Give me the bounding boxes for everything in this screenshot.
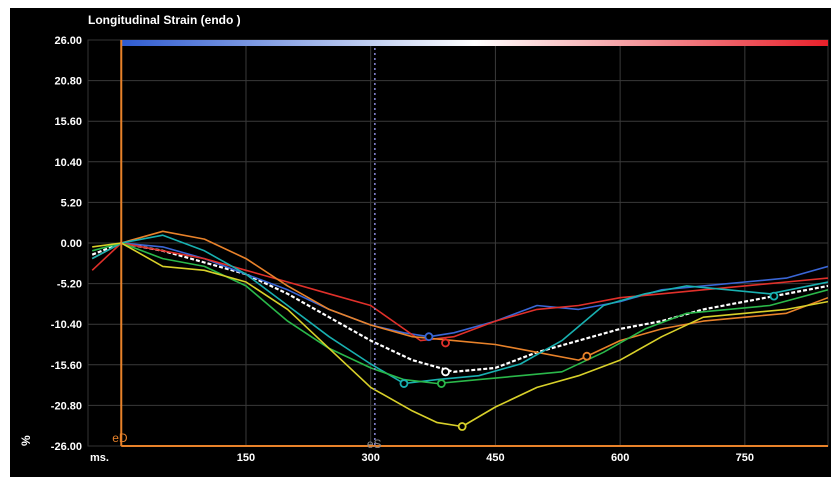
y-tick-label: 20.80 bbox=[54, 76, 82, 88]
es-marker-label: eS bbox=[367, 437, 382, 451]
peak-point bbox=[441, 367, 450, 377]
x-tick-labels: 150 300 450 600 750 bbox=[237, 452, 754, 464]
chart-title: Longitudinal Strain (endo ) bbox=[88, 13, 241, 27]
event-markers: eD eS bbox=[112, 40, 828, 451]
x-tick-label: 150 bbox=[237, 452, 255, 464]
series-line-5 bbox=[91, 234, 828, 385]
x-axis-label: ms. bbox=[90, 452, 109, 464]
y-tick-labels: 26.00 20.80 15.60 10.40 5.20 0.00 -5.20 -10.40 -… bbox=[51, 35, 82, 453]
series-line-4 bbox=[91, 230, 828, 361]
y-tick-label: -26.00 bbox=[51, 441, 82, 453]
x-tick-label: 450 bbox=[486, 452, 504, 464]
peak-markers bbox=[399, 291, 779, 431]
y-tick-label: 5.20 bbox=[61, 197, 82, 209]
y-tick-label: 15.60 bbox=[54, 116, 82, 128]
grid-layer bbox=[88, 40, 828, 446]
y-tick-label: 26.00 bbox=[54, 35, 82, 47]
series-line-1 bbox=[91, 241, 828, 373]
peak-point bbox=[582, 351, 592, 361]
peak-point bbox=[457, 422, 467, 431]
peak-point bbox=[441, 338, 450, 348]
peak-point bbox=[436, 379, 446, 388]
colorbar bbox=[121, 40, 829, 46]
y-tick-label: 0.00 bbox=[61, 238, 82, 250]
x-tick-label: 300 bbox=[362, 452, 380, 464]
y-tick-label: -10.40 bbox=[51, 319, 82, 331]
peak-point bbox=[769, 291, 779, 301]
x-tick-label: 750 bbox=[736, 452, 754, 464]
x-tick-label: 600 bbox=[611, 452, 629, 464]
peak-point bbox=[399, 379, 409, 388]
y-tick-label: -20.80 bbox=[51, 400, 82, 412]
y-axis-label: % bbox=[19, 435, 33, 446]
peak-point bbox=[424, 332, 434, 342]
y-tick-label: -5.20 bbox=[57, 279, 82, 291]
ed-marker-label: eD bbox=[112, 431, 128, 445]
y-tick-label: 10.40 bbox=[54, 157, 82, 169]
series-line-7 bbox=[92, 242, 828, 428]
y-tick-label: -15.60 bbox=[51, 360, 82, 372]
